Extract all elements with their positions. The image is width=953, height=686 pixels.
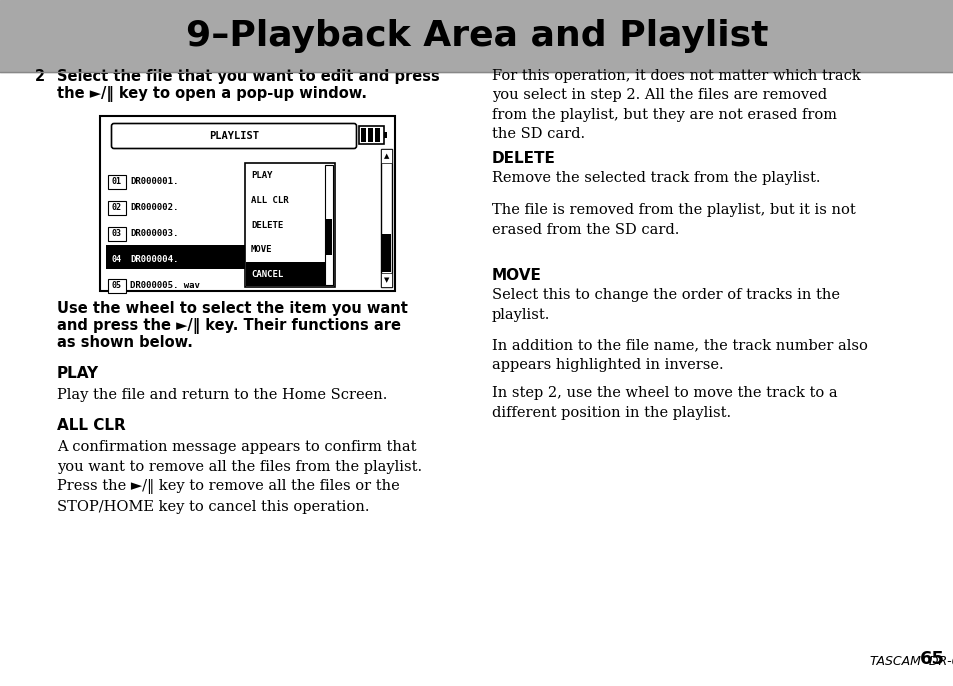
Bar bbox=[375, 128, 379, 142]
Bar bbox=[358, 126, 384, 144]
Text: PLAY: PLAY bbox=[251, 171, 273, 180]
Text: and press the ►/‖ key. Their functions are: and press the ►/‖ key. Their functions a… bbox=[57, 318, 400, 334]
Text: DR000002.: DR000002. bbox=[130, 204, 178, 213]
Text: ALL CLR: ALL CLR bbox=[251, 196, 289, 204]
Bar bbox=[381, 233, 391, 272]
Bar bbox=[108, 253, 126, 267]
Bar bbox=[384, 132, 387, 138]
Text: ▼: ▼ bbox=[383, 277, 389, 283]
Bar bbox=[380, 149, 392, 163]
Text: A confirmation message appears to confirm that
you want to remove all the files : A confirmation message appears to confir… bbox=[57, 440, 421, 514]
FancyBboxPatch shape bbox=[112, 123, 356, 148]
Text: Use the wheel to select the item you want: Use the wheel to select the item you wan… bbox=[57, 301, 408, 316]
Text: In addition to the file name, the track number also
appears highlighted in inver: In addition to the file name, the track … bbox=[492, 338, 867, 372]
Text: ALL CLR: ALL CLR bbox=[57, 418, 126, 433]
Text: 2: 2 bbox=[35, 69, 45, 84]
Bar bbox=[380, 273, 392, 287]
Bar bbox=[325, 165, 333, 285]
Bar bbox=[100, 116, 395, 291]
Text: 05: 05 bbox=[112, 281, 122, 290]
Text: MOVE: MOVE bbox=[492, 268, 541, 283]
Bar bbox=[245, 163, 335, 287]
Text: ▲: ▲ bbox=[383, 153, 389, 159]
Text: DR000004.: DR000004. bbox=[130, 255, 178, 265]
Text: MOVE: MOVE bbox=[251, 246, 273, 255]
Text: DR000005. wav: DR000005. wav bbox=[130, 281, 200, 290]
Text: TASCAM  DR-07: TASCAM DR-07 bbox=[869, 655, 953, 668]
Text: CANCEL: CANCEL bbox=[251, 270, 283, 279]
Bar bbox=[106, 245, 246, 269]
Bar bbox=[108, 201, 126, 215]
Text: PLAYLIST: PLAYLIST bbox=[209, 131, 258, 141]
Text: For this operation, it does not matter which track
you select in step 2. All the: For this operation, it does not matter w… bbox=[492, 69, 860, 141]
Text: 03: 03 bbox=[112, 230, 122, 239]
Text: Select this to change the order of tracks in the
playlist.: Select this to change the order of track… bbox=[492, 288, 840, 322]
Bar bbox=[246, 262, 334, 286]
Text: DR000001.: DR000001. bbox=[130, 178, 178, 187]
Text: DELETE: DELETE bbox=[251, 220, 283, 230]
Bar bbox=[108, 175, 126, 189]
Text: The file is removed from the playlist, but it is not
erased from the SD card.: The file is removed from the playlist, b… bbox=[492, 203, 855, 237]
Bar bbox=[108, 279, 126, 293]
Bar bbox=[360, 128, 366, 142]
Bar bbox=[108, 227, 126, 241]
Text: 65: 65 bbox=[919, 650, 944, 668]
Bar bbox=[0, 0, 953, 72]
Text: 01: 01 bbox=[112, 178, 122, 187]
Text: Remove the selected track from the playlist.: Remove the selected track from the playl… bbox=[492, 171, 820, 185]
Bar bbox=[326, 219, 332, 255]
Text: 02: 02 bbox=[112, 204, 122, 213]
Text: as shown below.: as shown below. bbox=[57, 335, 193, 350]
Text: 9–Playback Area and Playlist: 9–Playback Area and Playlist bbox=[186, 19, 767, 53]
Text: DELETE: DELETE bbox=[492, 151, 556, 166]
Text: 04: 04 bbox=[112, 255, 122, 265]
Bar bbox=[380, 149, 392, 287]
Text: Play the file and return to the Home Screen.: Play the file and return to the Home Scr… bbox=[57, 388, 387, 402]
Bar bbox=[368, 128, 373, 142]
Text: PLAY: PLAY bbox=[57, 366, 99, 381]
Text: the ►/‖ key to open a pop-up window.: the ►/‖ key to open a pop-up window. bbox=[57, 86, 367, 102]
Text: DR000003.: DR000003. bbox=[130, 230, 178, 239]
Text: Select the file that you want to edit and press: Select the file that you want to edit an… bbox=[57, 69, 439, 84]
Text: In step 2, use the wheel to move the track to a
different position in the playli: In step 2, use the wheel to move the tra… bbox=[492, 386, 837, 420]
